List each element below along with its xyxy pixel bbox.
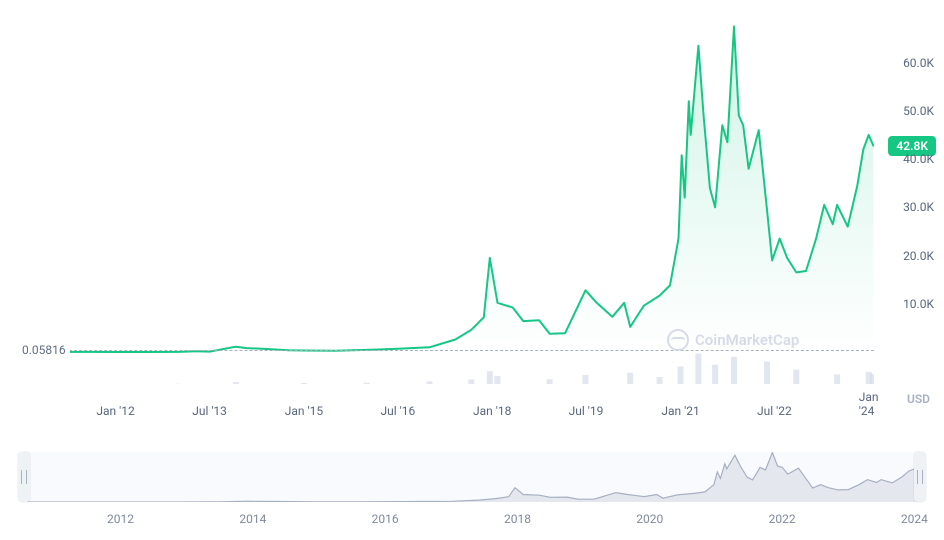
navigator-handle-right[interactable]: [914, 452, 926, 502]
navigator-handle-left[interactable]: [18, 452, 30, 502]
navigator-tick-label: 2018: [504, 512, 531, 526]
x-tick-label: Jan '12: [96, 404, 134, 418]
price-chart[interactable]: 0.05816 42.8K USD CoinMarketCap 10.0K20.…: [24, 24, 874, 394]
navigator-tick-label: 2022: [769, 512, 796, 526]
navigator-tick-label: 2016: [372, 512, 399, 526]
x-tick-label: Jul '13: [192, 404, 227, 418]
y-tick-label: 50.0K: [903, 104, 934, 118]
navigator-tick-label: 2020: [636, 512, 663, 526]
x-tick-label: Jul '19: [569, 404, 604, 418]
start-price-label: 0.05816: [22, 343, 70, 357]
x-tick-label: Jan '15: [285, 404, 323, 418]
x-tick-label: Jul '16: [381, 404, 416, 418]
y-tick-label: 40.0K: [903, 152, 934, 166]
y-tick-label: 30.0K: [903, 200, 934, 214]
y-tick-label: 20.0K: [903, 249, 934, 263]
x-tick-label: Jan '24: [859, 390, 879, 418]
y-tick-label: 10.0K: [903, 297, 934, 311]
x-tick-label: Jan '21: [661, 404, 699, 418]
navigator-track[interactable]: [24, 452, 920, 502]
watermark: CoinMarketCap: [667, 329, 799, 351]
x-tick-label: Jul '22: [757, 404, 792, 418]
navigator-svg: [24, 452, 920, 502]
y-tick-label: 60.0K: [903, 56, 934, 70]
currency-label: USD: [907, 392, 930, 406]
navigator-tick-label: 2014: [239, 512, 266, 526]
navigator-tick-label: 2012: [107, 512, 134, 526]
watermark-icon: [667, 329, 689, 351]
watermark-text: CoinMarketCap: [695, 331, 799, 349]
range-navigator[interactable]: 2012201420162018202020222024: [24, 448, 920, 526]
x-tick-label: Jan '18: [473, 404, 511, 418]
navigator-tick-label: 2024: [901, 512, 928, 526]
